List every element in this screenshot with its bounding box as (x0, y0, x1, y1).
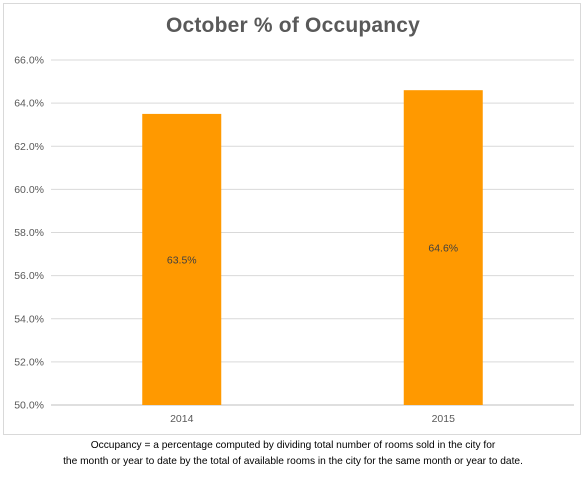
bar (142, 113, 222, 405)
chart-frame (3, 3, 581, 435)
y-tick-label: 58.0% (14, 227, 44, 239)
y-tick-label: 62.0% (14, 141, 44, 153)
footnote-line-2: the month or year to date by the total o… (63, 456, 523, 467)
y-tick-label: 50.0% (14, 400, 44, 412)
y-tick-label: 52.0% (14, 356, 44, 368)
chart-title: October % of Occupancy (165, 14, 421, 37)
bar-data-label: 63.5% (167, 254, 197, 266)
y-tick-label: 56.0% (14, 270, 44, 282)
bar (403, 90, 483, 405)
x-tick-label: 2015 (432, 413, 456, 425)
occupancy-footnote: Occupancy = a percentage computed by div… (0, 438, 586, 470)
x-tick-label: 2014 (170, 413, 194, 425)
footnote-line-1: Occupancy = a percentage computed by div… (90, 440, 496, 451)
bar-chart: 50.0% 52.0% 54.0% 56.0% 58.0% 60.0% 62.0% 64.0%… (14, 55, 574, 425)
y-tick-label: 60.0% (14, 184, 44, 196)
y-tick-label: 66.0% (14, 55, 44, 67)
y-tick-label: 64.0% (14, 98, 44, 110)
bar-data-label: 64.6% (428, 243, 458, 255)
y-tick-label: 54.0% (14, 313, 44, 325)
